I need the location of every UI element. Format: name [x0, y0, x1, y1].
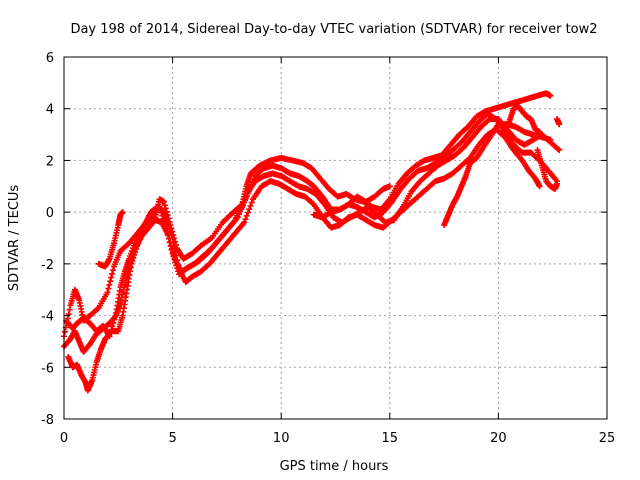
data-point: [160, 215, 167, 222]
data-point: [61, 328, 68, 335]
data-point: [106, 333, 113, 340]
data-point: [164, 232, 171, 239]
data-point: [536, 183, 543, 190]
data-point: [536, 128, 543, 135]
series-segment-c: [441, 121, 554, 229]
data-point: [132, 249, 139, 256]
data-point: [556, 121, 563, 128]
data-point: [547, 92, 554, 99]
data-point: [243, 212, 250, 219]
data-point: [168, 246, 175, 253]
data-point: [161, 218, 168, 225]
data-point: [244, 209, 251, 216]
data-point: [174, 265, 181, 272]
data-point: [108, 274, 115, 281]
x-tick-label: 5: [168, 431, 176, 446]
y-tick-label: -8: [41, 413, 54, 428]
data-point: [157, 206, 164, 213]
data-point: [110, 319, 117, 326]
data-point: [111, 316, 118, 323]
x-tick-label: 0: [60, 431, 68, 446]
series-segment-d: [534, 147, 561, 192]
y-axis-label: SDTVAR / TECUs: [7, 185, 22, 292]
data-point: [241, 219, 248, 226]
data-point: [131, 251, 138, 258]
data-point: [159, 212, 166, 219]
data-point: [247, 202, 254, 209]
data-point: [556, 147, 563, 154]
plot-frame: [63, 56, 608, 420]
data-point: [156, 203, 163, 210]
y-tick-label: -2: [41, 258, 54, 273]
y-tick-label: -6: [41, 361, 54, 376]
series-segment-a: [95, 209, 126, 270]
y-tick-label: 2: [46, 154, 54, 169]
data-point: [170, 253, 177, 260]
data-point: [161, 202, 168, 209]
data-point: [65, 311, 72, 318]
y-tick-label: 4: [46, 103, 54, 118]
data-point: [386, 183, 393, 190]
chart-title: Day 198 of 2014, Sidereal Day-to-day VTE…: [70, 22, 597, 37]
data-point: [165, 235, 172, 242]
x-tick-label: 20: [490, 431, 507, 446]
data-point: [248, 199, 255, 206]
data-point: [167, 243, 174, 250]
data-point: [242, 216, 249, 223]
data-point: [107, 278, 114, 285]
series-segment-f: [554, 116, 563, 128]
series-segment-e: [506, 103, 543, 135]
data-point: [554, 180, 561, 187]
data-point: [112, 313, 119, 320]
y-tick-label: 0: [46, 206, 54, 221]
y-tick-label: 6: [46, 51, 54, 66]
data-point: [162, 221, 169, 228]
data-point: [246, 206, 253, 213]
data-point: [104, 289, 111, 296]
data-point: [164, 228, 171, 235]
axis-ticks: 0 5 10 15 20 25 -8 -6 -4 -2 0 2 4 6: [41, 51, 615, 446]
data-point: [547, 136, 554, 143]
data-point: [173, 262, 180, 269]
data-point: [109, 323, 116, 330]
series-segment-b: [310, 183, 393, 221]
data-points: [61, 90, 563, 394]
data-point: [109, 270, 116, 277]
x-axis-label: GPS time / hours: [280, 459, 389, 474]
data-point: [172, 259, 179, 266]
data-point: [169, 250, 176, 257]
data-point: [163, 224, 170, 231]
series-track-4: [63, 110, 561, 340]
data-point: [110, 267, 117, 274]
data-point: [158, 209, 165, 216]
data-point: [105, 285, 112, 292]
y-tick-label: -4: [41, 310, 54, 325]
data-point: [108, 326, 115, 333]
x-tick-label: 25: [599, 431, 616, 446]
data-point: [160, 198, 167, 205]
data-point: [171, 256, 178, 263]
data-point: [107, 329, 114, 336]
data-point: [106, 281, 113, 288]
data-point: [119, 209, 126, 216]
data-point: [66, 306, 73, 313]
data-point: [166, 239, 173, 246]
x-tick-label: 15: [382, 431, 399, 446]
x-tick-label: 10: [273, 431, 290, 446]
